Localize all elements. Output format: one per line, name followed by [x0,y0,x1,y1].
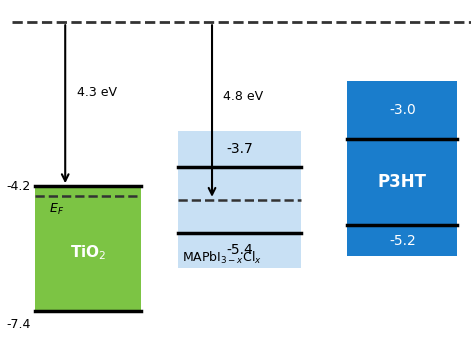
Text: 4.3 eV: 4.3 eV [77,86,117,99]
Text: 4.8 eV: 4.8 eV [223,90,264,103]
Text: -3.0: -3.0 [389,103,416,117]
Text: -3.7: -3.7 [226,142,253,156]
Bar [36,186,141,311]
Text: P3HT: P3HT [378,173,427,191]
Text: E$_F$: E$_F$ [49,202,64,217]
Text: TiO$_2$: TiO$_2$ [70,243,106,262]
Bar [347,81,457,256]
Text: -4.2: -4.2 [7,180,31,192]
Text: -5.4: -5.4 [226,243,253,257]
Text: MAPbI$_{3-x}$Cl$_x$: MAPbI$_{3-x}$Cl$_x$ [182,250,262,266]
Bar [178,131,301,268]
Text: -7.4: -7.4 [7,318,31,331]
Text: -5.2: -5.2 [389,234,416,248]
